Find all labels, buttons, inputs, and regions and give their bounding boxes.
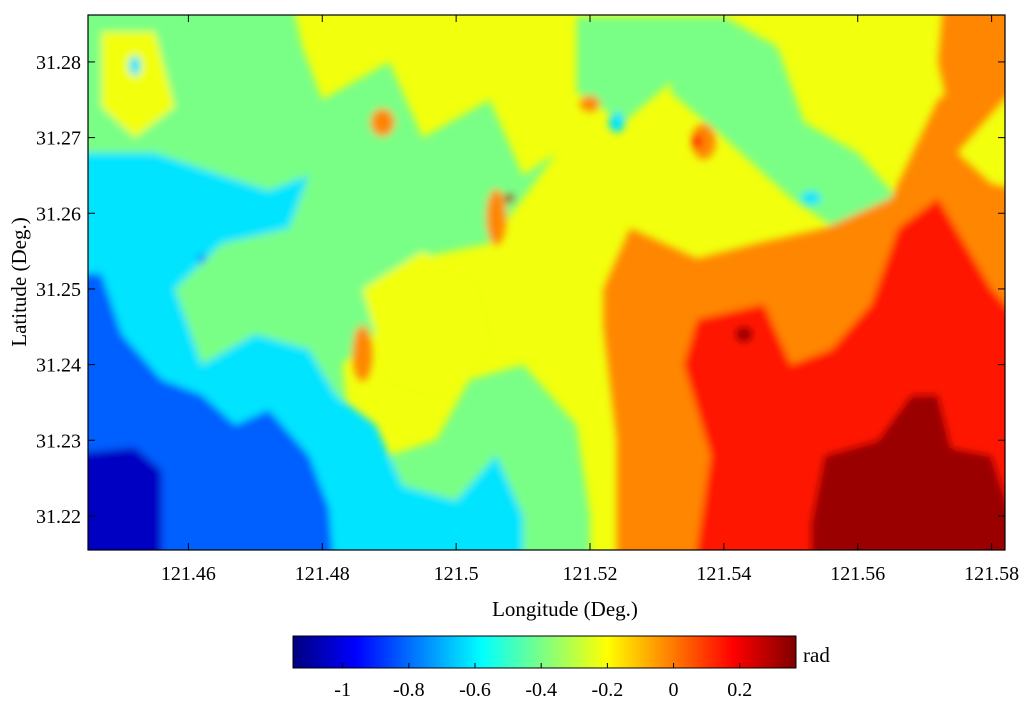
contour-region — [734, 326, 753, 343]
colorbar-tick-label: -0.8 — [393, 679, 425, 701]
y-tick-label: 31.28 — [36, 52, 81, 74]
contour-region — [800, 191, 821, 206]
contour-region — [197, 254, 206, 263]
contour-region — [128, 55, 141, 76]
plot-frame — [87, 14, 1006, 551]
x-tick-label: 121.52 — [563, 563, 618, 585]
x-tick-label: 121.48 — [295, 563, 350, 585]
x-tick-label: 121.58 — [964, 563, 1019, 585]
x-tick-label: 121.5 — [434, 563, 479, 585]
colorbar-tick-label: 0.2 — [727, 679, 752, 701]
y-tick-label: 31.26 — [36, 203, 81, 225]
y-tick-label: 31.27 — [36, 128, 81, 150]
x-axis: 121.46 121.48 121.5 121.52 121.54 121.56 121.5… — [161, 15, 1019, 585]
contour-region — [958, 99, 1005, 187]
y-axis-label: Latitude (Deg.) — [7, 217, 31, 346]
colorbar-ramp — [292, 635, 797, 669]
x-tick-label: 121.54 — [696, 563, 751, 585]
contour-region — [370, 108, 395, 137]
colorbar-tick-label: -1 — [334, 679, 351, 701]
colorbar-tick-label: -0.4 — [525, 679, 557, 701]
colorbar-tick-label: -0.2 — [592, 679, 624, 701]
contour-region — [691, 123, 716, 160]
y-tick-label: 31.24 — [36, 355, 81, 377]
colorbar: -1 -0.8 -0.6 -0.4 -0.2 0 0.2 rad — [292, 635, 830, 701]
y-tick-label: 31.22 — [36, 506, 81, 528]
contour-region — [810, 394, 1005, 550]
x-axis-label: Longitude (Deg.) — [492, 597, 638, 621]
contour-region — [88, 447, 162, 550]
colorbar-unit-label: rad — [803, 643, 830, 667]
contour-region — [608, 112, 625, 133]
contour-region — [486, 189, 507, 246]
y-tick-label: 31.25 — [36, 279, 81, 301]
contour-region — [504, 193, 515, 204]
contour-region — [101, 31, 175, 138]
y-tick-label: 31.23 — [36, 430, 81, 452]
colorbar-tick-label: -0.6 — [459, 679, 491, 701]
colorbar-tick-label: 0 — [669, 679, 679, 701]
x-tick-label: 121.56 — [830, 563, 885, 585]
contour-field — [88, 15, 1005, 550]
y-axis: 31.22 31.23 31.24 31.25 31.26 31.27 31.28 — [36, 52, 1005, 528]
contour-region — [692, 134, 703, 149]
contour-region — [576, 16, 691, 123]
colorbar-ticks: -1 -0.8 -0.6 -0.4 -0.2 0 0.2 — [334, 663, 752, 701]
x-tick-label: 121.46 — [161, 563, 216, 585]
contour-region — [670, 16, 898, 244]
contour-region — [580, 95, 601, 112]
contour-region — [352, 325, 373, 382]
contour-region — [362, 251, 490, 395]
